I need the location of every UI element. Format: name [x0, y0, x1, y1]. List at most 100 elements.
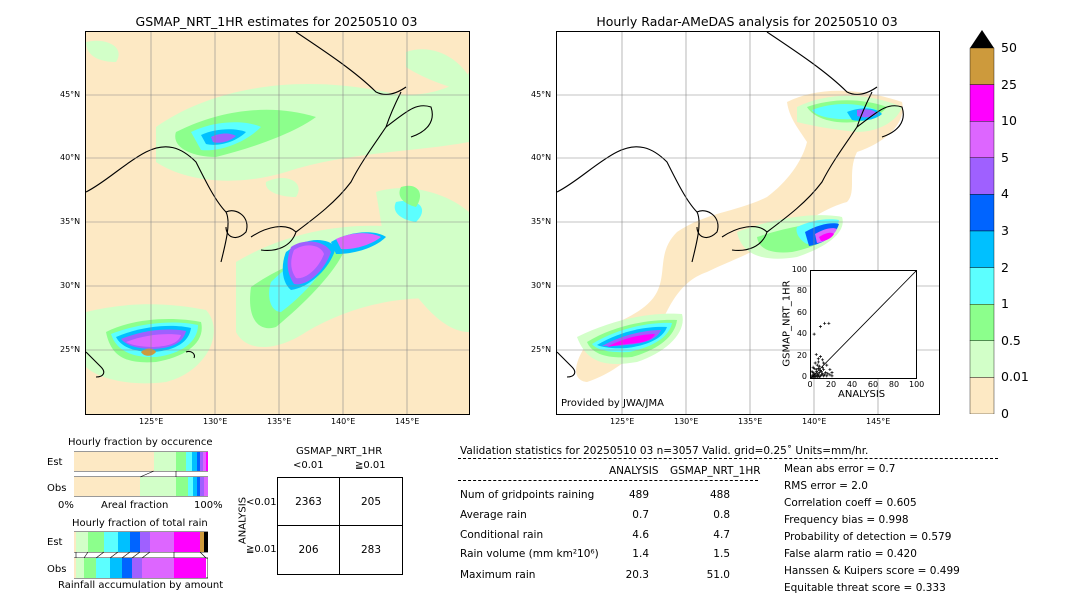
- scatter-point: [815, 363, 819, 367]
- occurrence-row-label: Est: [47, 457, 63, 468]
- right-lon-label: 125°E: [610, 417, 635, 426]
- scatter-point: [830, 374, 834, 378]
- colorbar-segment: [969, 120, 995, 158]
- scatter-point: [828, 367, 832, 371]
- right-lat-label: 30°N: [531, 281, 552, 290]
- right-map-canvas: [557, 32, 939, 414]
- colorbar-segment: [969, 377, 995, 415]
- colorbar-label: 0.01: [1001, 369, 1029, 385]
- validation-col-analysis: ANALYSIS: [609, 465, 659, 477]
- scatter-point: [816, 357, 820, 361]
- colorbar-segment: [969, 230, 995, 268]
- total-rain-row-label: Est: [47, 537, 63, 548]
- validation-gsmap-value: 4.7: [713, 529, 730, 541]
- right-lon-label: 135°E: [738, 417, 763, 426]
- occurrence-axis-label: Areal fraction: [101, 500, 169, 511]
- scatter-plot: [810, 270, 917, 379]
- total-rain-axis-label: Rainfall accumulation by amount: [58, 580, 224, 591]
- score-line: Probability of detection = 0.579: [784, 531, 952, 543]
- validation-row-label: Conditional rain: [460, 529, 544, 541]
- right-lon-label: 140°E: [802, 417, 827, 426]
- left-lon-label: 135°E: [267, 417, 292, 426]
- occurrence-title: Hourly fraction by occurence: [68, 437, 213, 448]
- scatter-xtick-label: 0: [807, 380, 813, 389]
- scatter-xtick-label: 60: [867, 380, 879, 389]
- scatter-inset: [810, 270, 917, 379]
- scatter-point: [823, 373, 827, 377]
- validation-gsmap-value: 1.5: [713, 548, 730, 560]
- left-lon-label: 130°E: [203, 417, 228, 426]
- contingency-row-header: <0.01: [246, 497, 277, 508]
- validation-row-label: Maximum rain: [460, 569, 536, 581]
- score-line: RMS error = 2.0: [784, 480, 868, 492]
- occurrence-bars: [73, 451, 209, 498]
- scatter-point: [814, 352, 818, 356]
- right-lat-label: 40°N: [531, 153, 552, 162]
- scatter-xlabel: ANALYSIS: [838, 389, 886, 400]
- scatter-point: [817, 364, 821, 368]
- scatter-point: [828, 373, 832, 377]
- contingency-cell: 2363: [295, 496, 322, 508]
- colorbar-label: 4: [1001, 186, 1009, 202]
- contingency-cell: 206: [298, 544, 319, 556]
- scatter-point: [822, 367, 826, 371]
- scatter-point: [830, 371, 834, 375]
- scatter-point: [814, 370, 818, 374]
- scatter-ytick-label: 40: [796, 329, 807, 339]
- scatter-point: [821, 358, 825, 362]
- scatter-point: [822, 361, 826, 365]
- scatter-point: [821, 365, 825, 369]
- left-map: [85, 31, 470, 415]
- colorbar-label: 10: [1001, 113, 1017, 129]
- scatter-point: [826, 372, 830, 376]
- colorbar-label: 50: [1001, 40, 1017, 55]
- right-lat-label: 25°N: [531, 345, 552, 354]
- contingency-cell: 283: [360, 544, 382, 556]
- left-precip-field: [86, 40, 469, 384]
- scatter-point: [812, 366, 816, 370]
- validation-row-label: Average rain: [460, 509, 527, 521]
- scatter-point: [823, 321, 827, 325]
- validation-analysis-value: 489: [628, 489, 649, 501]
- validation-gsmap-value: 488: [709, 489, 730, 501]
- colorbar-segment: [969, 84, 995, 122]
- scatter-point: [820, 370, 823, 374]
- validation-analysis-value: 20.3: [625, 569, 649, 581]
- colorbar-label: 1: [1001, 296, 1009, 312]
- validation-row-label: Rain volume (mm km²10⁶): [460, 548, 599, 560]
- right-map: [556, 31, 940, 415]
- validation-gsmap-value: 51.0: [706, 569, 730, 581]
- contingency-title: GSMAP_NRT_1HR: [296, 446, 383, 457]
- validation-analysis-value: 4.6: [632, 529, 649, 541]
- right-lon-label: 145°E: [866, 417, 891, 426]
- one-to-one-line: [810, 270, 917, 379]
- colorbar-segment: [969, 340, 995, 378]
- score-line: False alarm ratio = 0.420: [784, 548, 917, 560]
- left-lon-label: 140°E: [331, 417, 356, 426]
- colorbar-segment: [969, 304, 995, 342]
- right-lon-label: 130°E: [674, 417, 699, 426]
- validation-gsmap-value: 0.8: [713, 509, 730, 521]
- scatter-point: [816, 366, 820, 370]
- contingency-row-header: ≧0.01: [246, 544, 277, 555]
- validation-row-label: Num of gridpoints raining: [460, 489, 595, 501]
- left-lat-label: 40°N: [60, 153, 81, 162]
- scatter-ytick-label: 20: [796, 350, 807, 360]
- left-lat-label: 25°N: [60, 345, 81, 354]
- validation-divider: [458, 458, 998, 459]
- scatter-point: [815, 373, 819, 377]
- contingency-col-header: <0.01: [293, 460, 324, 471]
- scatter-ytick-label: 100: [791, 265, 807, 274]
- colorbar-label: 3: [1001, 223, 1009, 238]
- right-lat-label: 35°N: [531, 217, 552, 226]
- contingency-table: 2363 205 206 283: [277, 477, 403, 575]
- left-lat-label: 30°N: [60, 281, 81, 290]
- score-line: Mean abs error = 0.7: [784, 463, 896, 475]
- scatter-xtick-label: 100: [909, 380, 925, 389]
- colorbar-label: 0.5: [1001, 332, 1021, 348]
- right-graticule: [557, 32, 939, 414]
- right-precip-field: [576, 90, 903, 382]
- colorbar-extend-arrow: [970, 30, 994, 48]
- validation-header: Validation statistics for 20250510 03 n=…: [460, 445, 869, 457]
- scatter-point: [813, 361, 817, 365]
